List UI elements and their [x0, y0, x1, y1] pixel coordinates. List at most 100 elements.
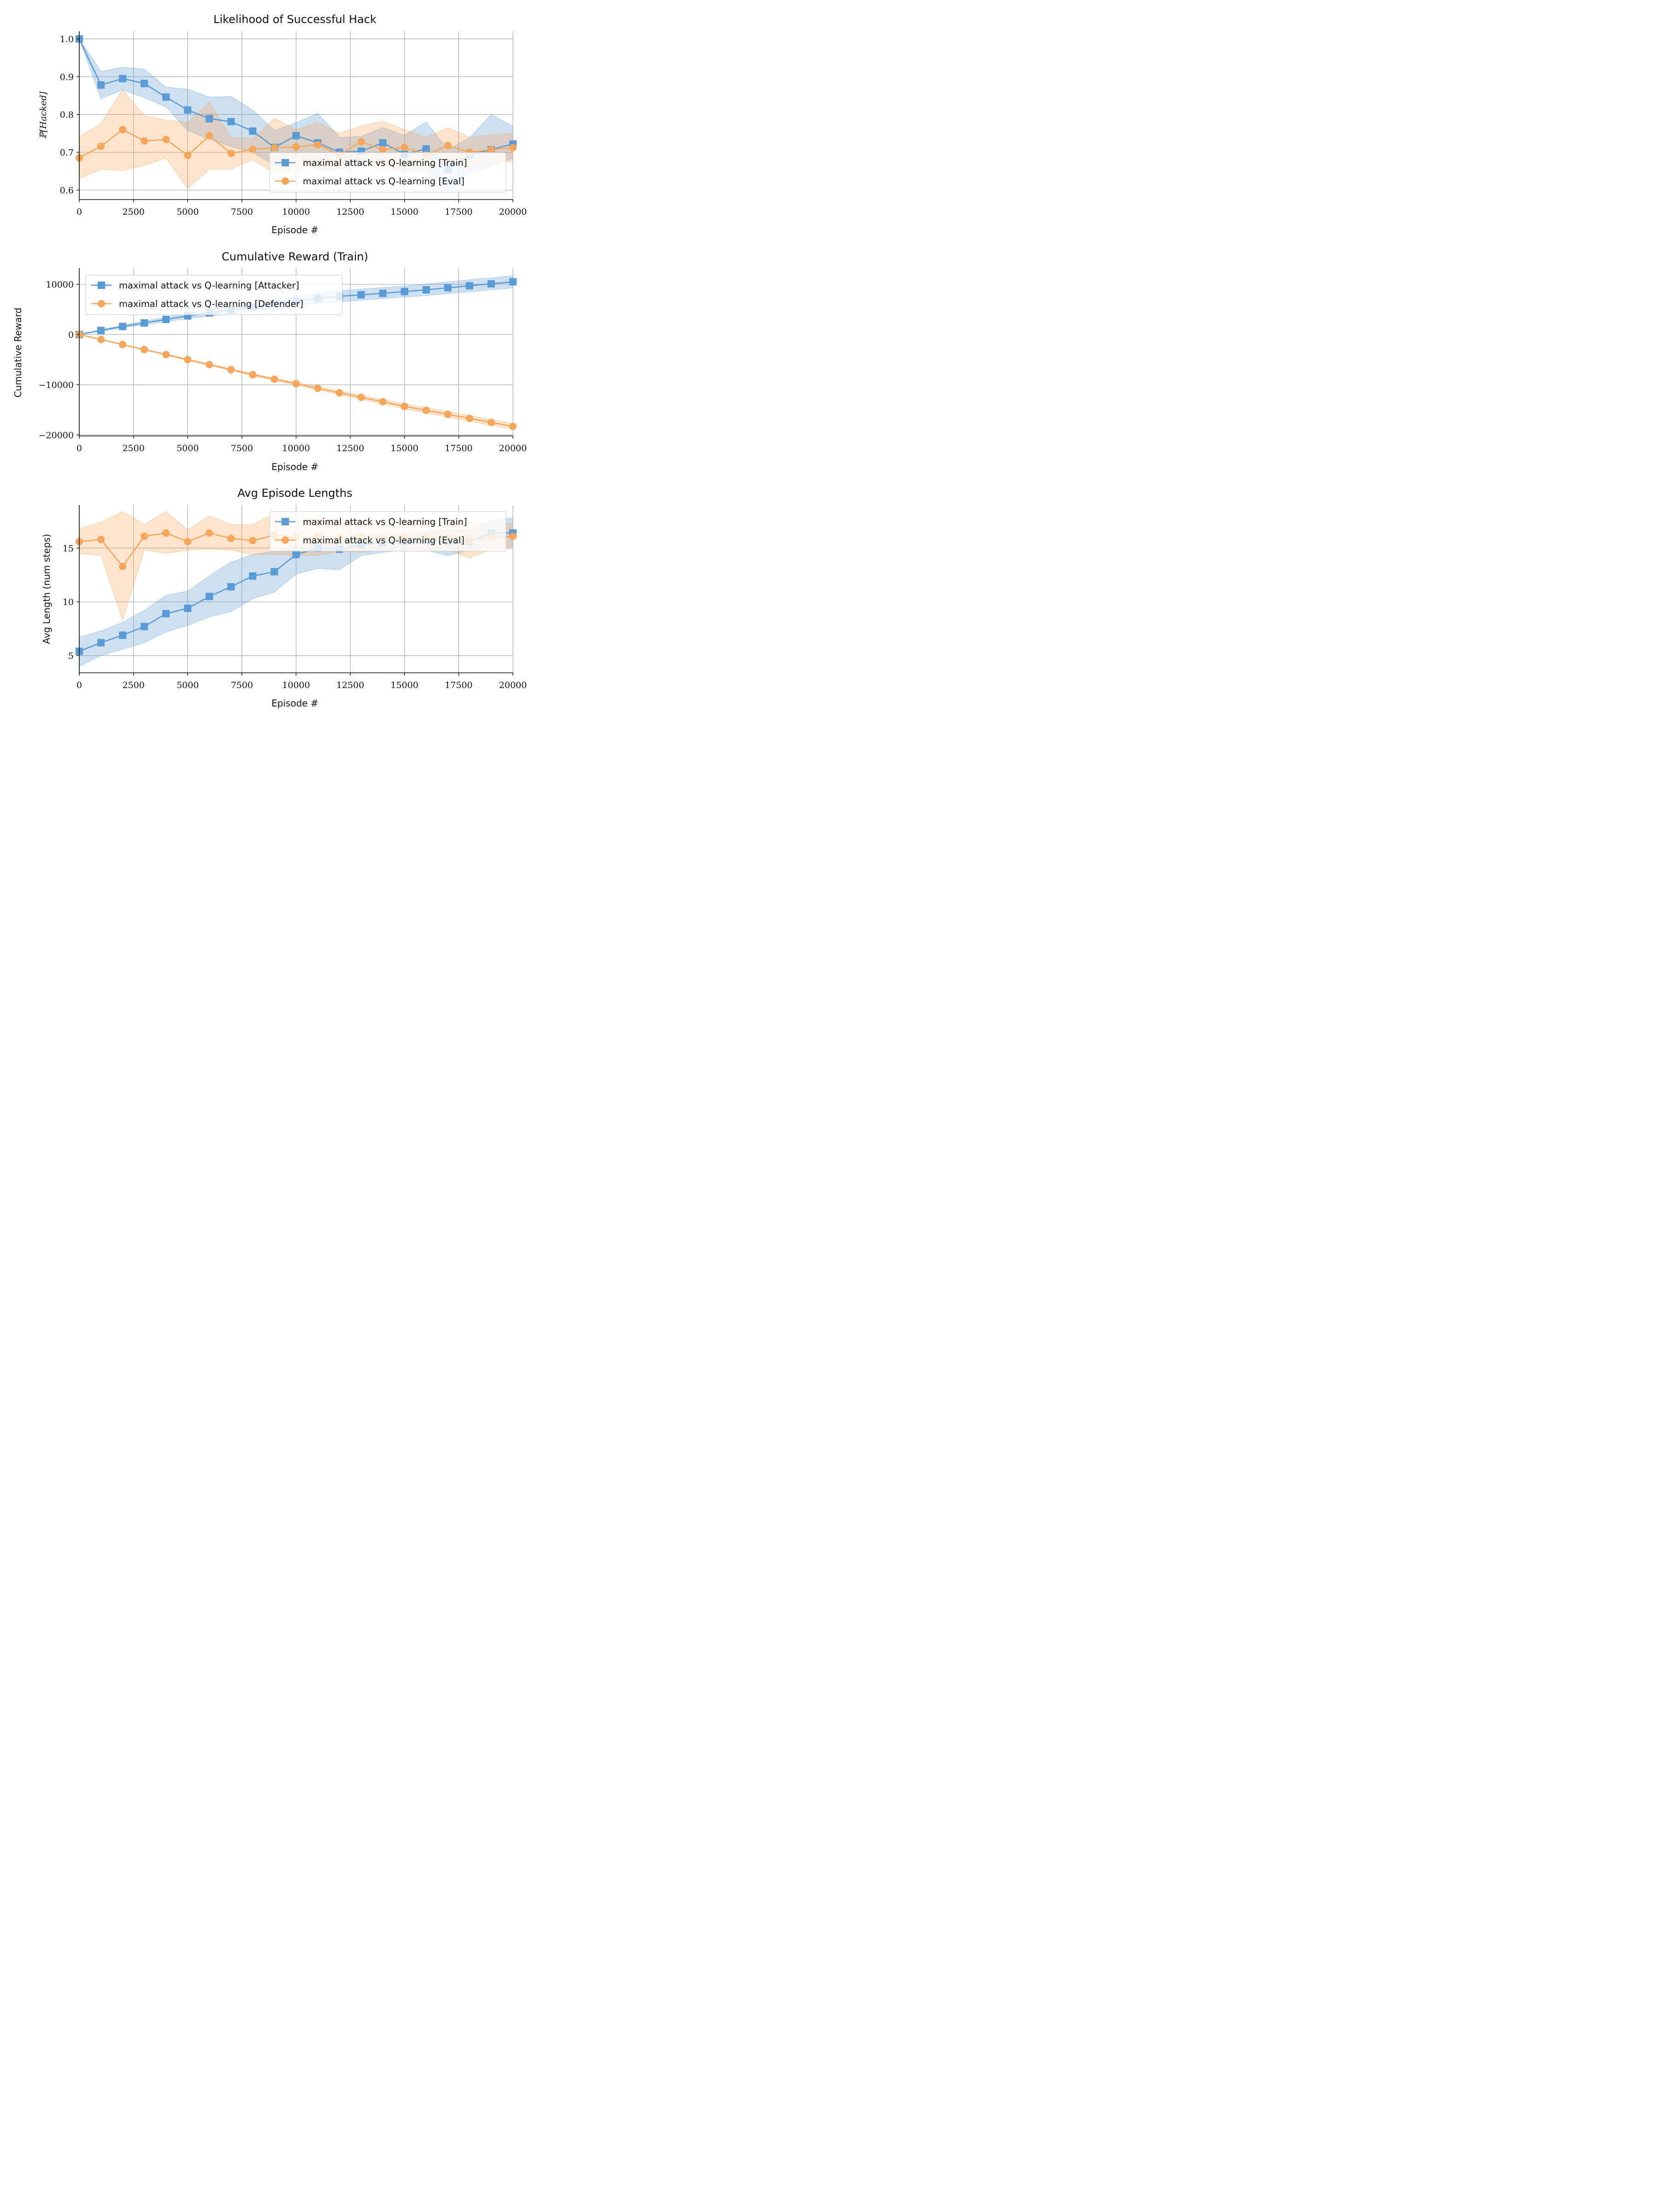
y-tick-label: 5: [68, 651, 74, 661]
data-point: [119, 341, 127, 348]
x-tick-label: 15000: [391, 680, 418, 690]
x-tick-labels: 0 2500 5000 7500 10000 12500 15000 17500 20000: [76, 680, 527, 690]
x-tick-label: 12500: [336, 680, 364, 690]
y-tick-label: 10: [63, 597, 74, 607]
data-point: [444, 411, 452, 418]
y-tick-label: −20000: [39, 430, 74, 441]
data-point: [487, 280, 495, 288]
data-point: [292, 132, 300, 140]
data-point: [162, 351, 170, 359]
data-point: [379, 139, 387, 147]
chart-title: Cumulative Reward (Train): [222, 250, 368, 263]
x-tick-label: 0: [76, 680, 82, 690]
data-point: [509, 532, 517, 540]
y-tick-labels: 5 10 15: [63, 543, 74, 661]
x-tick-labels: 0 2500 5000 7500 10000 12500 15000 17500 20000: [76, 443, 527, 453]
x-tick-label: 10000: [282, 443, 310, 453]
data-point: [422, 286, 430, 294]
data-point: [292, 380, 300, 388]
data-point: [292, 143, 300, 151]
x-tick-label: 5000: [176, 443, 199, 453]
legend-box: [85, 275, 343, 315]
data-point: [162, 135, 170, 143]
data-point: [119, 323, 127, 330]
data-point: [206, 115, 213, 123]
x-tick-label: 17500: [445, 680, 472, 690]
figure-background: [0, 0, 535, 712]
data-point: [444, 284, 452, 292]
y-tick-label: 0.8: [60, 110, 74, 120]
data-point: [509, 278, 517, 286]
data-point: [184, 106, 192, 114]
data-point: [97, 327, 105, 335]
x-tick-labels: 0 2500 5000 7500 10000 12500 15000 17500 20000: [76, 207, 527, 217]
y-tick-label: 0.7: [60, 147, 74, 158]
data-point: [314, 384, 322, 392]
data-point: [400, 143, 408, 151]
data-point: [97, 639, 105, 647]
data-point: [162, 93, 170, 101]
legend-label: maximal attack vs Q-learning [Train]: [303, 517, 467, 527]
y-tick-label: 0: [68, 330, 74, 340]
data-point: [487, 418, 495, 426]
figure: 0 2500 5000 7500 10000 12500 15000 17500 20000 0…: [0, 0, 535, 712]
y-tick-labels: 0.6 0.7 0.8 0.9 1.0: [60, 34, 74, 195]
x-tick-label: 0: [76, 443, 82, 453]
panel-hack-likelihood: 0 2500 5000 7500 10000 12500 15000 17500 20000 0…: [38, 13, 527, 235]
legend: maximal attack vs Q-learning [Train] maxi…: [269, 152, 506, 193]
legend: maximal attack vs Q-learning [Attacker] m…: [85, 275, 343, 315]
data-point: [509, 144, 517, 152]
data-point: [227, 366, 235, 374]
legend-label: maximal attack vs Q-learning [Attacker]: [119, 280, 299, 291]
data-point: [335, 389, 343, 397]
data-point: [141, 80, 148, 88]
legend-swatch-marker: [98, 300, 105, 307]
data-point: [227, 535, 235, 542]
data-point: [271, 568, 278, 576]
x-axis-label: Episode #: [271, 698, 318, 709]
data-point: [400, 402, 408, 410]
y-tick-label: 10000: [46, 280, 74, 290]
data-point: [97, 535, 105, 543]
data-point: [184, 356, 192, 364]
data-point: [206, 361, 213, 369]
data-point: [509, 423, 517, 430]
data-point: [314, 141, 322, 149]
data-point: [249, 537, 257, 544]
legend-swatch-marker: [98, 282, 105, 289]
y-tick-label: 0.6: [60, 185, 74, 195]
data-point: [97, 81, 105, 89]
data-point: [400, 288, 408, 295]
data-point: [379, 146, 387, 153]
data-point: [465, 414, 473, 422]
panel-cumulative-reward: 0 2500 5000 7500 10000 12500 15000 17500 20000 −…: [12, 250, 527, 472]
x-tick-label: 17500: [445, 443, 472, 453]
data-point: [465, 282, 473, 290]
data-point: [379, 289, 387, 297]
data-point: [271, 144, 278, 152]
y-tick-label: 1.0: [60, 34, 74, 44]
data-point: [422, 145, 430, 153]
x-axis-label: Episode #: [271, 461, 318, 472]
data-point: [357, 138, 365, 146]
x-tick-label: 12500: [336, 443, 364, 453]
data-point: [97, 335, 105, 343]
chart-title: Avg Episode Lengths: [237, 487, 352, 500]
legend-box: [269, 511, 506, 552]
data-point: [206, 529, 213, 537]
data-point: [422, 406, 430, 414]
data-point: [119, 126, 127, 134]
panel-episode-lengths: 0 2500 5000 7500 10000 12500 15000 17500 20000 5…: [41, 487, 527, 709]
data-point: [119, 75, 127, 82]
data-point: [184, 538, 192, 546]
data-point: [357, 394, 365, 401]
data-point: [162, 529, 170, 537]
data-point: [162, 316, 170, 324]
x-tick-label: 5000: [176, 680, 199, 690]
x-tick-label: 20000: [499, 207, 527, 217]
y-axis-label: Cumulative Reward: [12, 308, 24, 398]
data-point: [227, 583, 235, 591]
data-point: [206, 132, 213, 140]
data-point: [119, 563, 127, 570]
x-axis-label: Episode #: [271, 224, 318, 235]
